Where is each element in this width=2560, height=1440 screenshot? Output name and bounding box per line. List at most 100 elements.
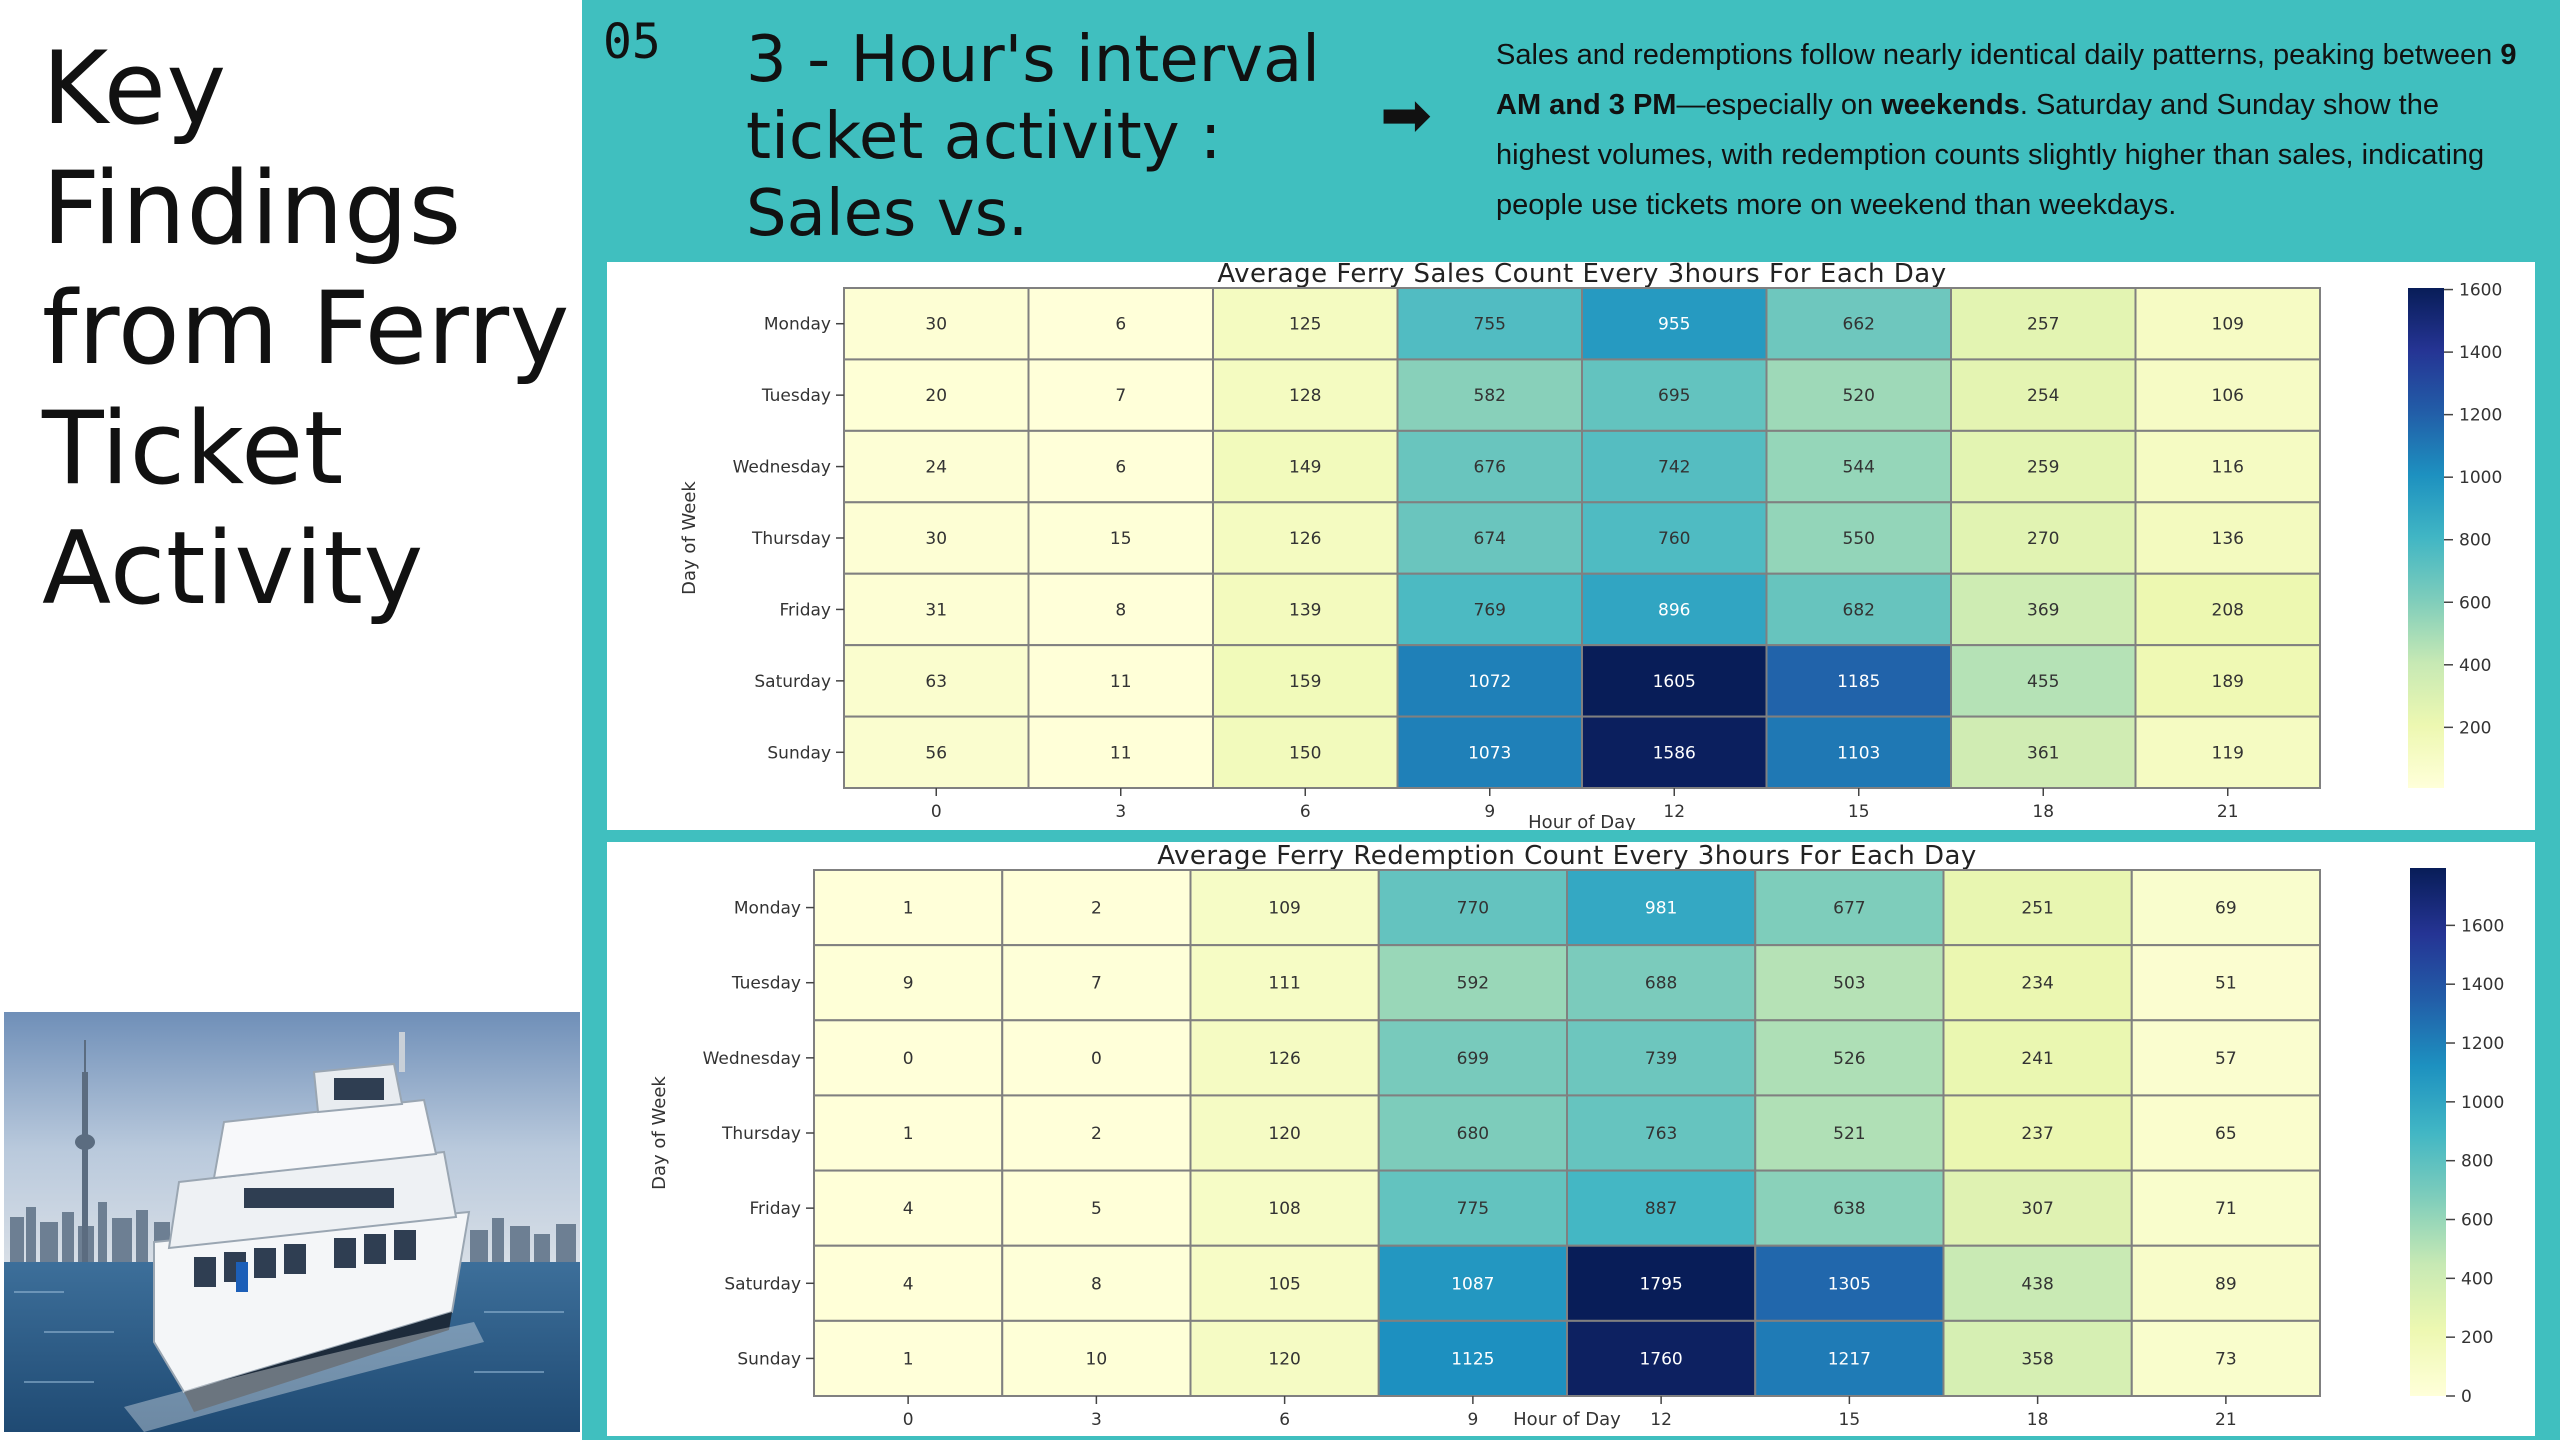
redemption-x-tick-label: 6	[1279, 1410, 1290, 1430]
sales-cell	[1950, 644, 2137, 718]
redemption-cell	[2130, 1319, 2321, 1398]
arrow-right-icon: ➡	[1380, 78, 1432, 151]
sales-cell-label: 125	[1289, 315, 1321, 335]
redemption-cell	[813, 944, 1004, 1022]
redemption-cell-label: 1125	[1451, 1349, 1494, 1369]
sales-cell-label: 259	[2027, 458, 2059, 478]
sales-cell	[1581, 287, 1768, 361]
redemption-heatmap-chart: Average Ferry Redemption Count Every 3ho…	[607, 842, 2535, 1436]
sales-cell-label: 11	[1110, 672, 1132, 692]
redemption-y-tick-label: Friday	[749, 1199, 801, 1219]
redemption-cell-label: 0	[1091, 1049, 1102, 1069]
redemption-x-tick-label: 0	[903, 1410, 914, 1430]
redemption-cell-label: 241	[2021, 1049, 2053, 1069]
sales-x-axis-label: Hour of Day	[1528, 812, 1636, 830]
sales-cell-label: 520	[1843, 386, 1875, 406]
sales-x-tick-label: 12	[1663, 802, 1685, 822]
redemption-colorbar-tick-label: 1600	[2461, 916, 2504, 936]
sales-cell	[1581, 501, 1768, 575]
sales-cell-label: 63	[925, 672, 947, 692]
sales-cell-label: 582	[1474, 386, 1506, 406]
sales-cell	[1765, 501, 1952, 575]
redemption-cell-label: 307	[2021, 1199, 2053, 1219]
sales-cell	[843, 501, 1030, 575]
sales-cell	[1396, 358, 1583, 432]
redemption-cell	[1942, 869, 2133, 947]
redemption-cell-label: 5	[1091, 1199, 1102, 1219]
sales-cell-label: 30	[925, 529, 947, 549]
sales-cell	[1396, 429, 1583, 504]
redemption-cell	[1754, 1244, 1945, 1322]
redemption-cell-label: 763	[1645, 1124, 1677, 1144]
sales-cell	[1027, 715, 1214, 790]
sales-y-tick-label: Saturday	[754, 672, 831, 692]
sales-y-tick-label: Monday	[764, 315, 831, 335]
sales-cell-label: 1605	[1653, 672, 1696, 692]
redemption-cell-label: 1087	[1451, 1274, 1494, 1294]
sales-cell-label: 1103	[1837, 743, 1880, 763]
sales-cell	[1765, 715, 1952, 790]
redemption-cell-label: 1	[903, 1349, 914, 1369]
redemption-cell	[2130, 1244, 2321, 1322]
redemption-cell-label: 7	[1091, 974, 1102, 994]
redemption-cell-label: 739	[1645, 1049, 1677, 1069]
sales-x-tick-label: 3	[1115, 802, 1126, 822]
redemption-x-tick-label: 18	[2027, 1410, 2049, 1430]
redemption-cell-label: 57	[2215, 1049, 2237, 1069]
redemption-cell	[2130, 1094, 2321, 1172]
sales-cell-label: 544	[1843, 458, 1875, 478]
sales-cell	[1950, 715, 2137, 790]
redemption-cell-label: 1305	[1828, 1274, 1871, 1294]
redemption-cell-label: 358	[2021, 1349, 2053, 1369]
sales-cell-label: 116	[2212, 458, 2244, 478]
redemption-cell-label: 521	[1833, 1124, 1865, 1144]
redemption-cell-label: 10	[1086, 1349, 1108, 1369]
sales-cell-label: 7	[1115, 386, 1126, 406]
redemption-cell-label: 73	[2215, 1349, 2237, 1369]
sales-cell-label: 189	[2212, 672, 2244, 692]
redemption-cell-label: 2	[1091, 899, 1102, 919]
redemption-cell-label: 503	[1833, 974, 1865, 994]
sales-cell-label: 109	[2212, 315, 2244, 335]
sales-cell-label: 742	[1658, 458, 1690, 478]
sales-cell	[1765, 429, 1952, 504]
sales-colorbar-tick-label: 200	[2459, 718, 2491, 738]
redemption-cell-label: 592	[1457, 974, 1489, 994]
redemption-cell-label: 4	[903, 1199, 914, 1219]
redemption-cell-label: 770	[1457, 899, 1489, 919]
sales-cell-label: 1586	[1653, 743, 1696, 763]
sales-cell-label: 56	[925, 743, 947, 763]
redemption-x-tick-label: 3	[1091, 1410, 1102, 1430]
sales-x-tick-label: 6	[1300, 802, 1311, 822]
ferry-photo	[4, 1012, 580, 1432]
sales-colorbar-tick-label: 1600	[2459, 281, 2502, 301]
sales-cell	[1396, 572, 1583, 647]
summary-part-1: Sales and redemptions follow nearly iden…	[1496, 39, 2501, 71]
sales-cell	[1765, 644, 1952, 718]
redemption-cell	[1566, 1169, 1757, 1247]
sales-colorbar-tick-label: 600	[2459, 593, 2491, 613]
sales-cell-label: 955	[1658, 315, 1690, 335]
sales-cell	[1581, 429, 1768, 504]
sales-cell-label: 369	[2027, 600, 2059, 620]
summary-part-3: . Saturday and Sunday show the highest v…	[1496, 89, 2485, 221]
redemption-x-tick-label: 9	[1467, 1410, 1478, 1430]
redemption-colorbar-tick-label: 0	[2461, 1387, 2472, 1407]
sales-cell-label: 106	[2212, 386, 2244, 406]
redemption-cell-label: 89	[2215, 1274, 2237, 1294]
sales-cell	[1581, 358, 1768, 432]
redemption-cell	[1754, 1169, 1945, 1247]
redemption-cell-label: 120	[1268, 1124, 1300, 1144]
sales-cell	[2134, 287, 2321, 361]
sales-cell	[2134, 572, 2321, 647]
sales-y-axis-label: Day of Week	[679, 481, 700, 595]
sales-x-tick-label: 18	[2032, 802, 2054, 822]
redemption-cell-label: 4	[903, 1274, 914, 1294]
sales-cell	[1027, 572, 1214, 647]
redemption-y-tick-label: Wednesday	[703, 1049, 801, 1069]
redemption-cell	[1377, 1169, 1568, 1247]
sales-cell-label: 760	[1658, 529, 1690, 549]
sales-cell-label: 208	[2212, 600, 2244, 620]
redemption-cell-label: 8	[1091, 1274, 1102, 1294]
redemption-cell	[813, 1094, 1004, 1172]
